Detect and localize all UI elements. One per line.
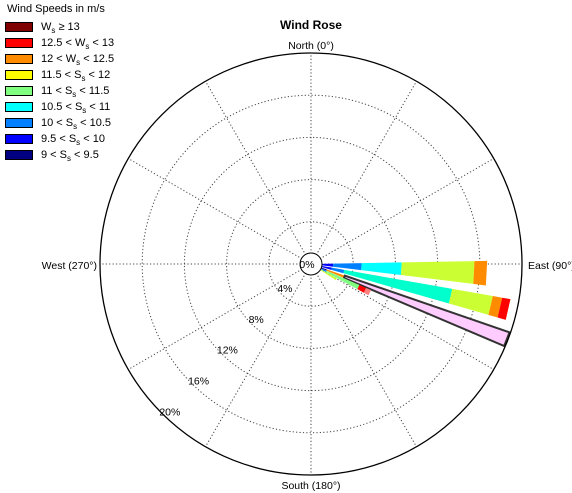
sector-1-segment-0 — [321, 265, 332, 270]
legend-item: 9 < Ss < 9.5 — [5, 149, 145, 165]
legend-label: Ws ≥ 13 — [41, 21, 80, 36]
sector-2-segment-1 — [326, 269, 345, 279]
sector-2-segment-0 — [320, 267, 327, 271]
grid-spoke-60 — [310, 158, 494, 265]
radial-tick-label-4: 16% — [188, 376, 209, 388]
legend-item: 12 < Ws < 12.5 — [5, 53, 145, 69]
radial-tick-label-5: 20% — [159, 406, 180, 418]
legend-swatch — [5, 150, 33, 160]
legend-label: 9.5 < Ss < 10 — [41, 133, 105, 148]
sector-3-segment-1 — [325, 270, 360, 290]
legend-item: 9.5 < Ss < 10 — [5, 133, 145, 149]
legend-swatch — [5, 54, 33, 64]
direction-label-west: West (270°) — [42, 260, 97, 272]
sector-1-segment-4 — [488, 296, 503, 318]
sector-1-segment-3 — [448, 288, 493, 315]
legend-label: 9 < Ss < 9.5 — [41, 149, 99, 164]
legend-item: 10.5 < Ss < 11 — [5, 101, 145, 117]
legend-title: Wind Speeds in m/s — [7, 3, 105, 15]
sector-3-segment-0 — [320, 268, 327, 273]
sector-1-segment-2 — [343, 269, 453, 304]
radial-tick-labels: 0% 4% 8% 12% 16% 20% — [159, 259, 314, 418]
legend-swatch — [5, 70, 33, 80]
chart-title: Wind Rose — [280, 18, 342, 32]
sector-3-segment-3 — [363, 287, 371, 296]
grid-spoke-210 — [205, 263, 312, 447]
legend-swatch — [5, 102, 33, 112]
sector-4-segment-0 — [319, 269, 337, 281]
legend-swatch — [5, 118, 33, 128]
radial-tick-label-2: 8% — [249, 314, 264, 326]
legend-item: 10 < Ss < 10.5 — [5, 117, 145, 133]
sector-3-segment-2 — [357, 285, 367, 293]
legend-item: 11.5 < Ss < 12 — [5, 69, 145, 85]
legend-swatch — [5, 86, 33, 96]
sector-0-segment-4 — [473, 260, 488, 286]
legend-label: 12 < Ws < 12.5 — [41, 53, 115, 68]
legend-label: 11.5 < Ss < 12 — [41, 69, 111, 84]
legend-swatch — [5, 22, 33, 32]
grid-spoke-150 — [310, 263, 417, 447]
legend-swatch — [5, 38, 33, 48]
legend-label: 10.5 < Ss < 11 — [41, 101, 111, 116]
legend-item: Ws ≥ 13 — [5, 21, 145, 37]
legend-item: 11 < Ss < 11.5 — [5, 85, 145, 101]
sector-0-segment-3 — [401, 261, 475, 284]
grid-spoke-120 — [310, 263, 494, 370]
radial-tick-label-0: 0% — [299, 259, 314, 271]
sector-0-segment-0 — [321, 263, 334, 267]
grid-spoke-300 — [128, 158, 312, 265]
direction-label-south: South (180°) — [281, 480, 340, 492]
legend-item: 12.5 < Ws < 13 — [5, 37, 145, 53]
grid-spoke-330 — [205, 81, 312, 265]
direction-label-east: East (90°) — [528, 260, 572, 272]
grid-spoke-240 — [128, 263, 312, 370]
legend-label: 10 < Ss < 10.5 — [41, 117, 112, 132]
outer-ring — [99, 52, 523, 476]
legend-label: 11 < Ss < 11.5 — [41, 85, 110, 100]
legend-label: 12.5 < Ws < 13 — [41, 37, 115, 52]
grid-spoke-30 — [310, 81, 417, 265]
wind-sectors — [319, 260, 511, 348]
sector-1-segment-1 — [331, 267, 345, 274]
radial-tick-label-1: 4% — [277, 283, 292, 295]
sector-2-segment-2 — [342, 274, 511, 348]
sector-1-segment-5 — [497, 297, 511, 320]
legend-swatch — [5, 134, 33, 144]
sector-0-segment-2 — [361, 262, 402, 276]
center-circle — [299, 252, 323, 276]
radial-tick-label-3: 12% — [217, 345, 238, 357]
direction-label-north: North (0°) — [288, 40, 334, 52]
sector-0-segment-1 — [332, 263, 362, 271]
